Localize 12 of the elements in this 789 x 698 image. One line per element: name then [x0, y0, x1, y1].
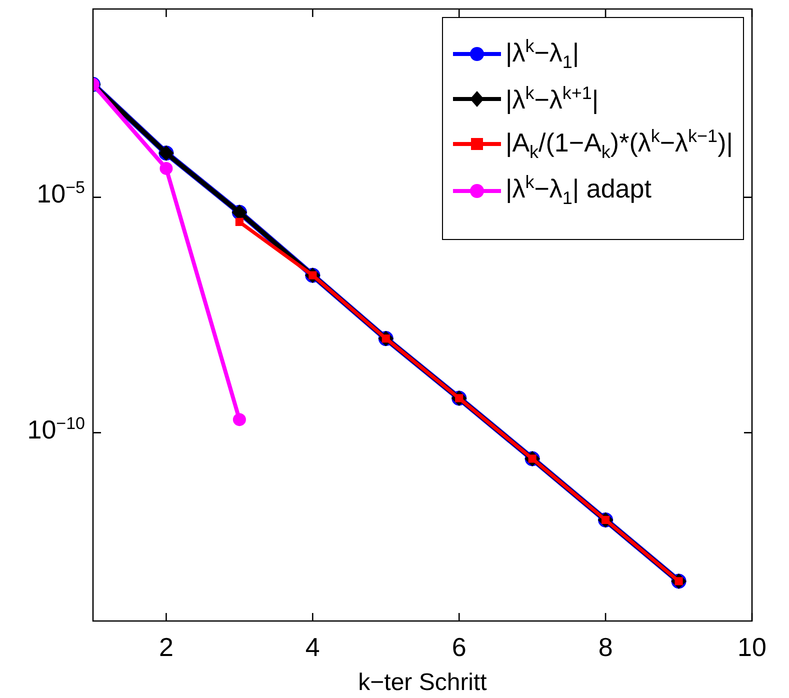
legend-label: |λ$^{k}$−λ$_{1}$|: [505, 36, 580, 73]
y-tick-label: 10$^{−5}$: [36, 178, 85, 209]
x-tick-label: 10: [738, 632, 766, 662]
text: |A$_{k}$/(1−A$_{k}$)*(λ$^{k}$−λ$^{k−1}$)|: [505, 126, 733, 162]
y-tick-label: 10$^{−10}$: [26, 414, 85, 444]
x-axis-title: k−ter Schritt: [358, 669, 488, 696]
legend-label: |λ$^{k}$−λ$_{1}$| adapt: [505, 172, 652, 210]
legend-label: |λ$^{k}$−λ$^{k+1}$|: [505, 82, 599, 116]
x-tick-label: 4: [305, 632, 320, 662]
x-tick-label: 6: [452, 632, 466, 662]
x-tick-label: 8: [598, 632, 613, 662]
x-tick-label: 2: [158, 632, 174, 662]
